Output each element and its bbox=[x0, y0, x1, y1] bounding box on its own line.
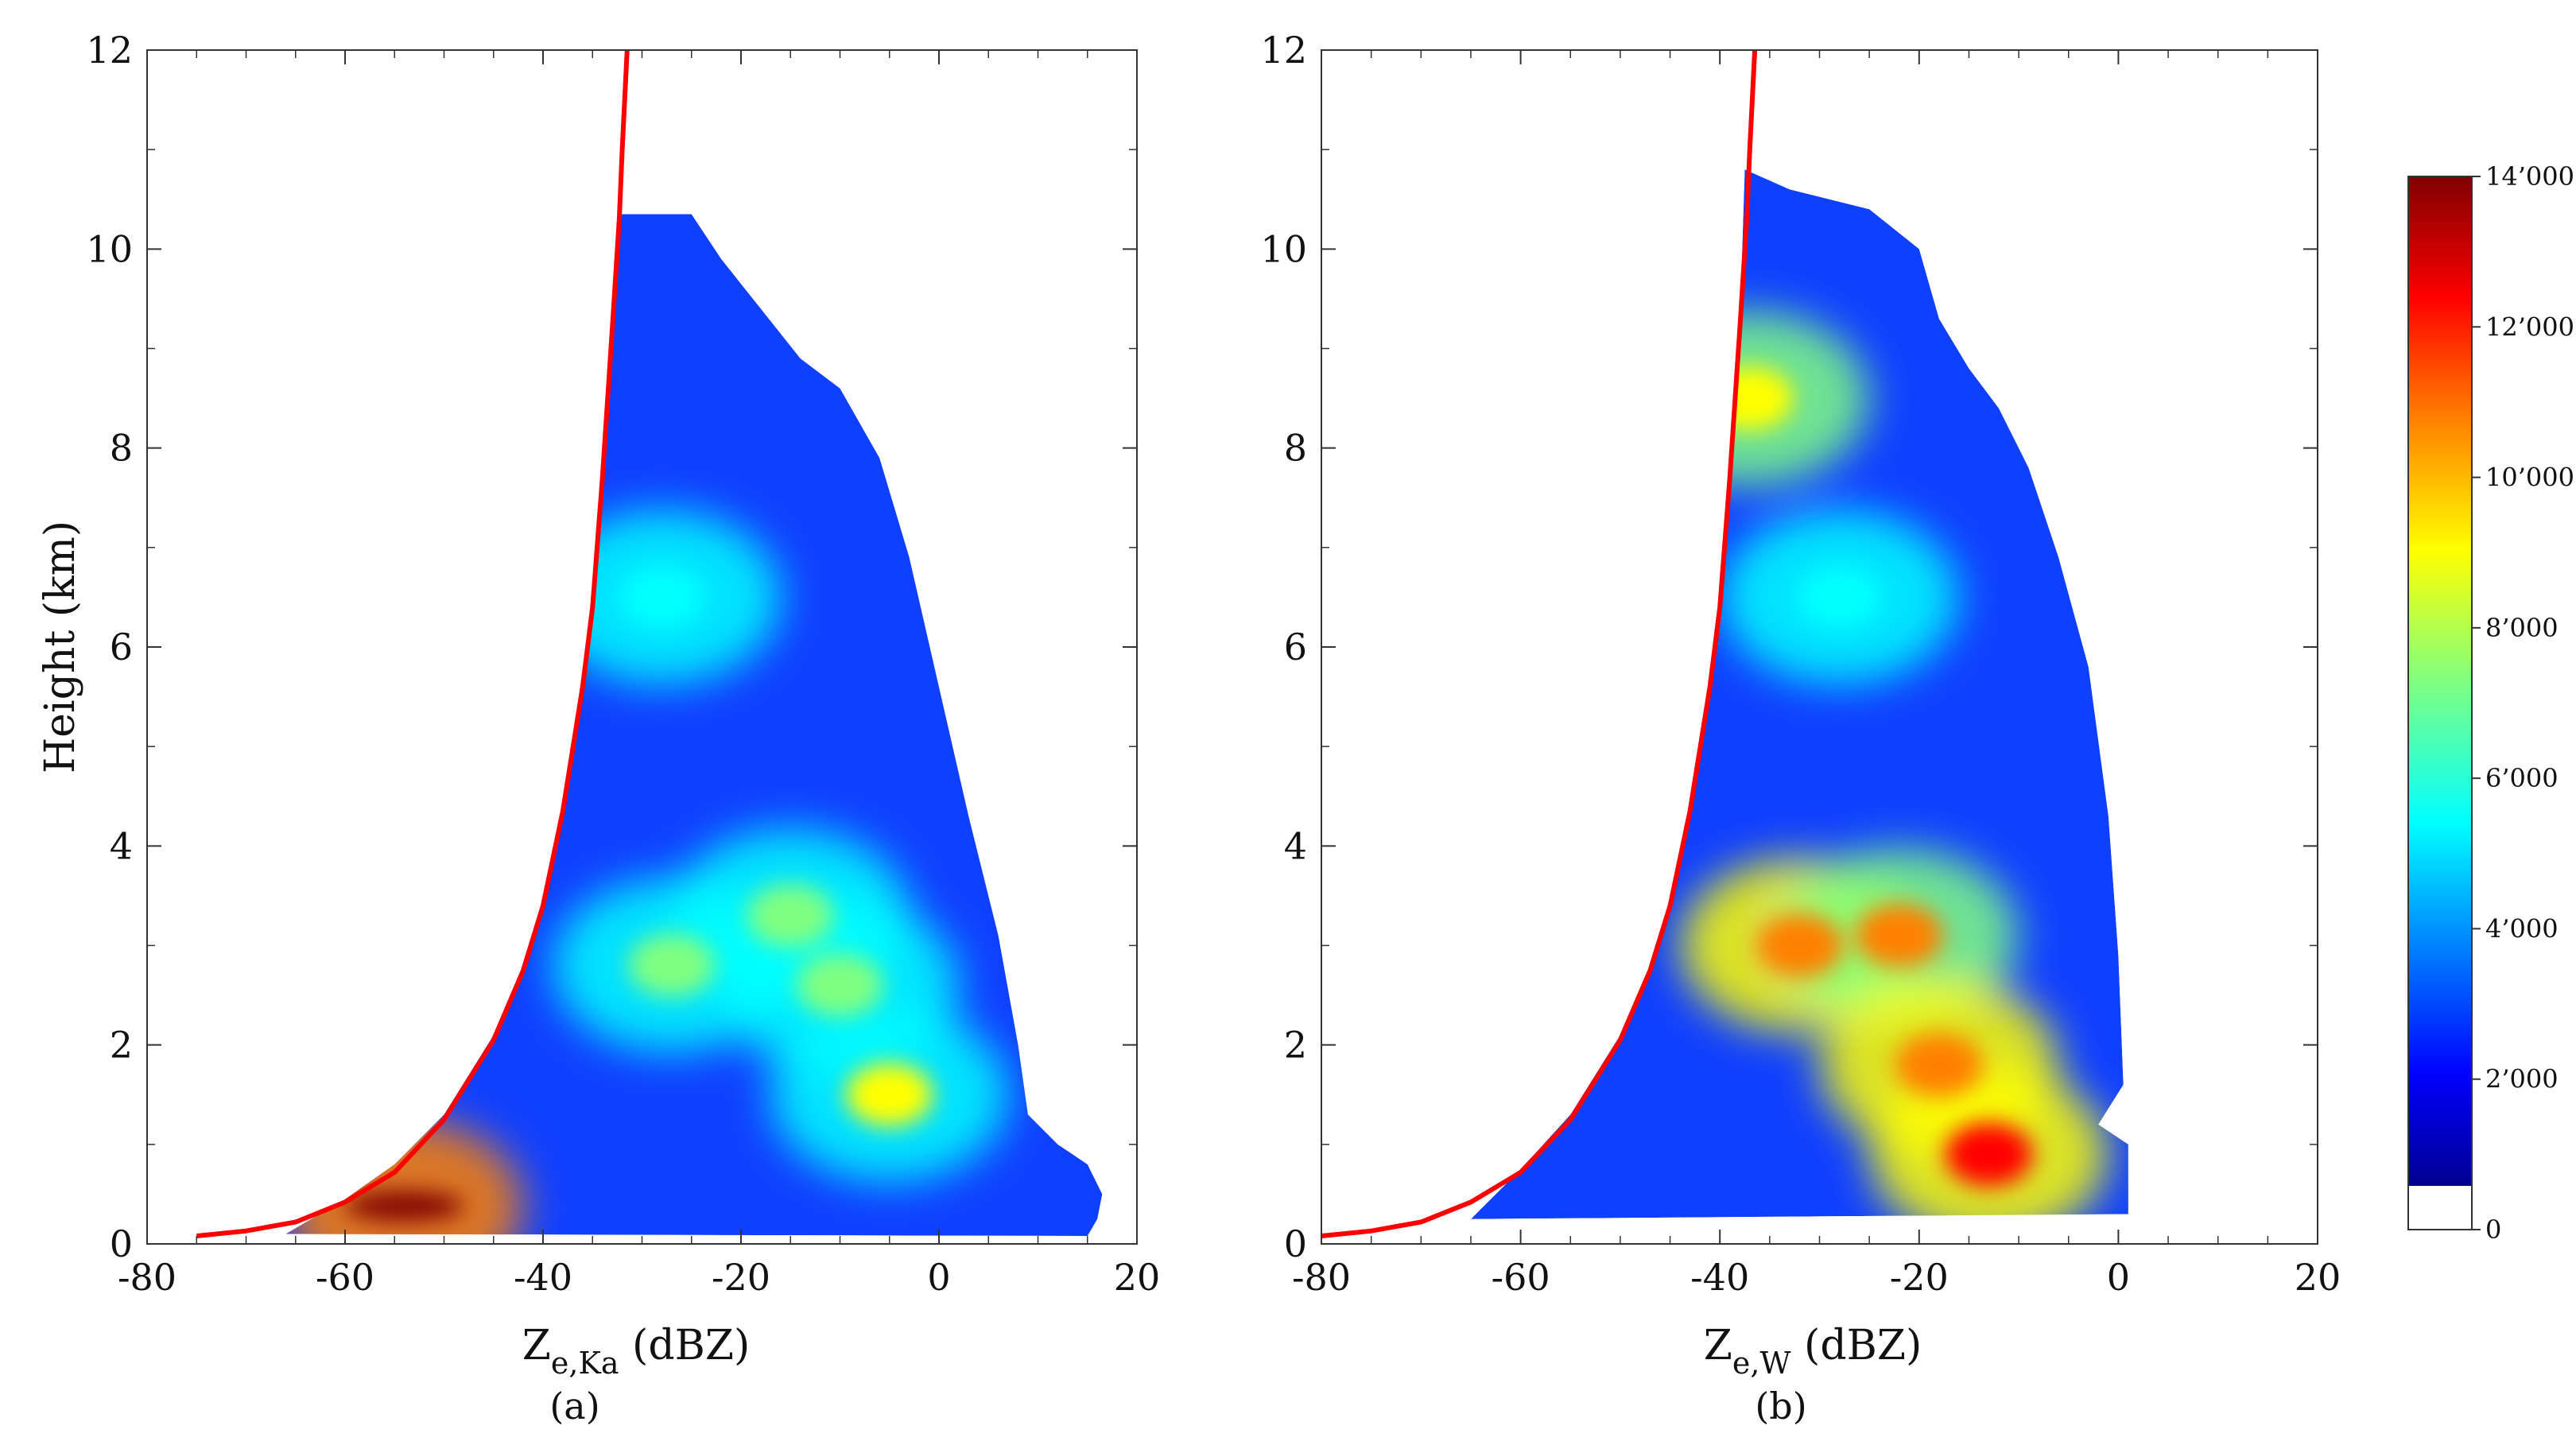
y-tick-label: 10 bbox=[1260, 227, 1307, 270]
x-tick-label: -20 bbox=[1890, 1256, 1949, 1299]
x-axis-label-b-unit: (dBZ) bbox=[1791, 1322, 1922, 1369]
y-tick-label: 0 bbox=[1284, 1222, 1307, 1265]
density-core bbox=[1895, 1032, 1983, 1097]
x-axis-label-b-sub: e,W bbox=[1732, 1346, 1791, 1381]
density-core bbox=[1705, 366, 1794, 431]
density-core bbox=[845, 1063, 933, 1127]
x-tick-label: 20 bbox=[2295, 1256, 2341, 1299]
y-tick-label: 2 bbox=[1284, 1024, 1307, 1067]
y-tick-label: 0 bbox=[110, 1222, 133, 1265]
density-core bbox=[627, 933, 716, 998]
heatmap-a bbox=[285, 214, 1103, 1236]
colorbar-tick-label: 0 bbox=[2485, 1214, 2501, 1245]
y-tick-label: 8 bbox=[1284, 427, 1307, 470]
y-tick-label: 6 bbox=[110, 626, 133, 668]
x-tick-label: -40 bbox=[514, 1256, 572, 1299]
x-axis-label-a-main: Z bbox=[522, 1322, 551, 1369]
x-axis-label-a-unit: (dBZ) bbox=[619, 1322, 751, 1369]
colorbar-tick-label: 14’000 bbox=[2485, 161, 2574, 192]
x-tick-label: -40 bbox=[1690, 1256, 1749, 1299]
heatmap-b bbox=[1471, 169, 2128, 1219]
panel-label-a: (a) bbox=[549, 1385, 599, 1428]
density-core bbox=[796, 953, 884, 1017]
density-core bbox=[1945, 1122, 2033, 1187]
y-tick-label: 10 bbox=[86, 227, 133, 270]
y-tick-label: 12 bbox=[86, 29, 133, 72]
colorbar-tick-label: 12’000 bbox=[2485, 312, 2574, 342]
x-tick-label: -60 bbox=[1492, 1256, 1550, 1299]
y-tick-label: 6 bbox=[1284, 626, 1307, 668]
colorbar-tick-label: 6’000 bbox=[2485, 763, 2559, 793]
panel-b: -80 -60 -40 -20 0 20 0 2 4 6 8 10 12 (b) Ze,W (dBZ) bbox=[1260, 29, 2341, 1428]
x-axis-label-a-sub: e,Ka bbox=[551, 1346, 619, 1381]
x-tick-label: -60 bbox=[316, 1256, 374, 1299]
y-tick-label: 12 bbox=[1260, 29, 1307, 72]
panel-label-b: (b) bbox=[1755, 1385, 1806, 1428]
colorbar-tick-label: 4’000 bbox=[2485, 913, 2559, 943]
y-tick-label: 2 bbox=[110, 1024, 133, 1067]
colorbar-zero-band bbox=[2408, 1212, 2472, 1230]
x-tick-label: 0 bbox=[927, 1256, 950, 1299]
x-tick-label: 0 bbox=[2107, 1256, 2130, 1299]
x-axis-label-b-main: Z bbox=[1704, 1322, 1732, 1369]
colorbar-frame bbox=[2407, 176, 2473, 1230]
colorbar-tick-label: 10’000 bbox=[2485, 463, 2574, 493]
x-axis-label-b: Ze,W (dBZ) bbox=[1704, 1322, 1922, 1381]
x-tick-label: 20 bbox=[1114, 1256, 1161, 1299]
x-tick-label: -80 bbox=[118, 1256, 177, 1299]
y-tick-label: 4 bbox=[1284, 824, 1307, 867]
colorbar-gradient bbox=[2408, 176, 2472, 1186]
y-tick-label: 8 bbox=[110, 427, 133, 470]
colorbar-tick-label: 2’000 bbox=[2485, 1064, 2559, 1094]
colorbar: 0 2’000 4’000 6’000 8’000 10’000 12’000 14’000 bbox=[2407, 161, 2574, 1245]
colorbar-ticks: 0 2’000 4’000 6’000 8’000 10’000 12’000 14’000 bbox=[2472, 161, 2574, 1245]
x-tick-label: -20 bbox=[712, 1256, 770, 1299]
min-detectable-curve-b bbox=[1321, 49, 1758, 1238]
y-tick-label: 4 bbox=[110, 824, 133, 867]
min-detectable-curve-a bbox=[196, 49, 630, 1238]
density-core bbox=[1855, 903, 1943, 967]
density-core bbox=[344, 1191, 464, 1221]
ticks-b: -80 -60 -40 -20 0 20 0 2 4 6 8 10 12 bbox=[1260, 29, 2341, 1299]
density-core bbox=[747, 883, 835, 947]
panel-a: -80 -60 -40 -20 0 20 0 2 4 6 8 10 12 (a) Height (km)… bbox=[37, 29, 1160, 1428]
y-axis-label: Height (km) bbox=[37, 521, 84, 773]
ticks-a: -80 -60 -40 -20 0 20 0 2 4 6 8 10 12 bbox=[86, 29, 1160, 1299]
colorbar-tick-label: 8’000 bbox=[2485, 613, 2559, 643]
density-core bbox=[618, 565, 706, 630]
density-core bbox=[1755, 913, 1844, 978]
x-axis-label-a: Ze,Ka (dBZ) bbox=[522, 1322, 751, 1381]
x-tick-label: -80 bbox=[1292, 1256, 1351, 1299]
density-core bbox=[1795, 565, 1884, 630]
